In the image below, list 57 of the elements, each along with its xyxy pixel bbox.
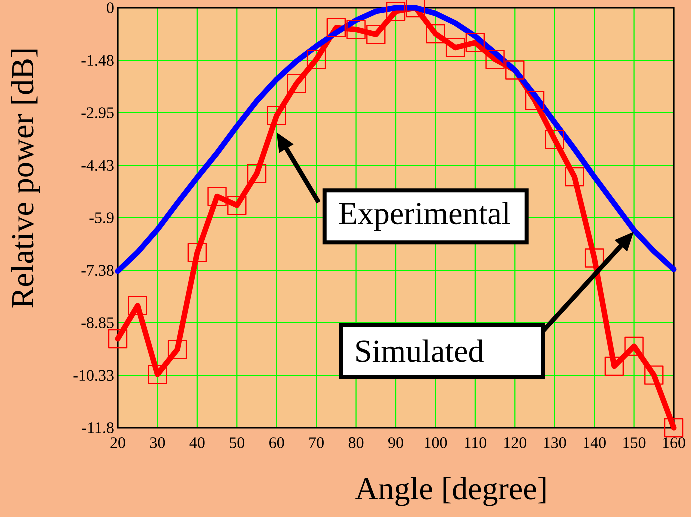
point (446, 38, 466, 58)
y-tick-label: -4.43 (82, 160, 114, 172)
y-tick-label: -2.95 (82, 108, 114, 118)
point (228, 196, 247, 216)
y-tick-label: -8.85 (82, 318, 114, 328)
point (326, 18, 346, 38)
point (545, 130, 564, 150)
point (208, 187, 227, 206)
point (486, 50, 505, 70)
point (267, 106, 286, 126)
x-tick-label: 50 (230, 438, 245, 448)
x-tick-label: 60 (270, 438, 284, 448)
point (168, 340, 188, 360)
y-tick-label: -7.38 (82, 265, 114, 276)
point (644, 366, 664, 385)
point (406, 0, 426, 18)
point (287, 74, 306, 94)
point (346, 20, 366, 40)
point (366, 25, 386, 44)
point (188, 243, 208, 262)
x-tick-label: 110 (465, 438, 487, 448)
point (604, 356, 624, 376)
point (128, 296, 148, 316)
x-tick-label: 90 (388, 438, 404, 448)
y-axis-title: Relative power [dB] (11, 50, 40, 308)
point (565, 167, 584, 187)
point (624, 336, 644, 356)
y-tick-label: -1.48 (82, 55, 114, 66)
y-tick-label: 0 (107, 2, 114, 14)
x-tick-label: 130 (544, 438, 566, 448)
annotation: Experimental (339, 202, 510, 232)
point (247, 164, 267, 184)
x-tick-label: 20 (110, 438, 126, 448)
point (148, 365, 168, 384)
x-tick-label: 140 (584, 438, 606, 448)
point (386, 2, 406, 22)
annotation: Simulated (356, 340, 484, 362)
point (108, 329, 128, 349)
point (506, 60, 525, 80)
point (306, 50, 326, 70)
x-axis-title: Angle [degree] (356, 477, 546, 506)
x-tick-label: 120 (504, 438, 527, 448)
x-tick-label: 70 (310, 438, 324, 448)
y-tick-label: -10.33 (74, 370, 114, 382)
x-tick-label: 80 (348, 438, 364, 448)
point (426, 24, 446, 44)
point (525, 90, 545, 110)
x-tick-label: 100 (425, 438, 448, 448)
point (584, 248, 604, 268)
y-tick-label: -11.8 (82, 422, 114, 434)
x-tick-label: 40 (190, 438, 205, 448)
point (466, 33, 486, 52)
x-tick-label: 30 (150, 438, 166, 448)
x-tick-label: 150 (624, 438, 646, 448)
x-tick-label: 160 (663, 438, 686, 448)
point (664, 418, 684, 438)
y-tick-label: -5.9 (90, 212, 114, 224)
